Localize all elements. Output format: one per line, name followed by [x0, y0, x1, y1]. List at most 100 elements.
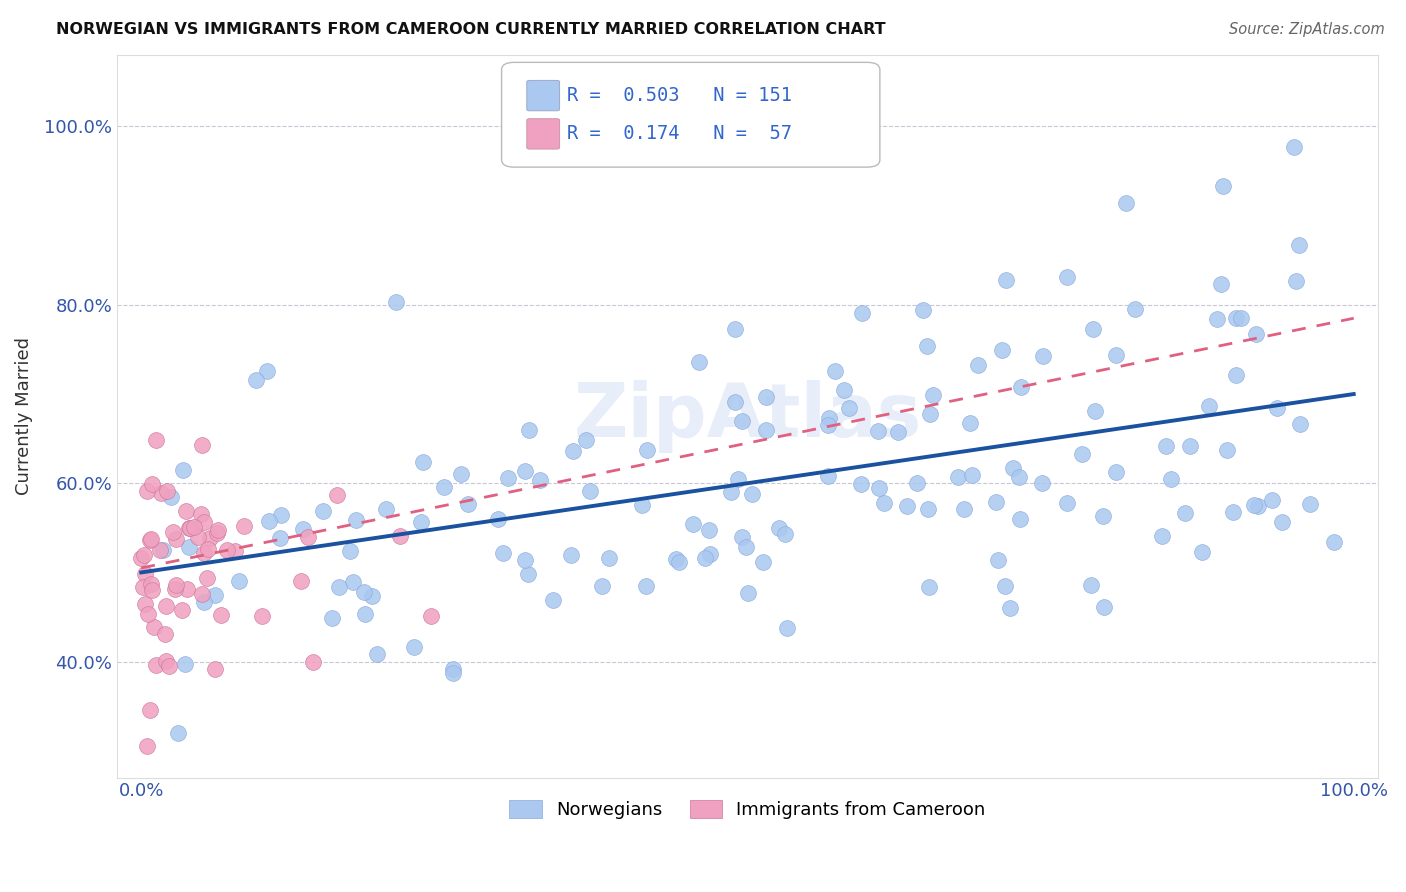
Point — [1225, 368, 1247, 382]
Point — [245, 373, 267, 387]
Point — [1198, 400, 1220, 414]
Point — [768, 521, 790, 535]
Point — [145, 658, 167, 673]
Point — [252, 609, 274, 624]
Point — [1261, 493, 1284, 508]
Point — [142, 620, 165, 634]
Point — [967, 358, 990, 372]
Point — [560, 548, 582, 562]
Point — [291, 522, 314, 536]
Point — [301, 656, 323, 670]
Point — [131, 581, 153, 595]
Point — [193, 515, 215, 529]
Point — [887, 425, 910, 439]
Legend: Norwegians, Immigrants from Cameroon: Norwegians, Immigrants from Cameroon — [502, 792, 993, 826]
Point — [1299, 497, 1322, 511]
Point — [141, 476, 163, 491]
Point — [441, 662, 464, 676]
Point — [1288, 417, 1310, 432]
Point — [191, 437, 214, 451]
Point — [665, 552, 688, 566]
Point — [529, 473, 551, 487]
Point — [420, 609, 443, 624]
Point — [962, 467, 984, 482]
Point — [682, 517, 704, 532]
Point — [1222, 505, 1244, 519]
Point — [631, 499, 654, 513]
FancyBboxPatch shape — [527, 80, 560, 111]
Point — [513, 464, 536, 478]
Point — [190, 587, 212, 601]
Point — [297, 530, 319, 544]
Point — [994, 273, 1017, 287]
Point — [834, 383, 856, 397]
Point — [959, 416, 981, 430]
Point — [1008, 470, 1031, 484]
Point — [1284, 274, 1306, 288]
Text: ZipAtlas: ZipAtlas — [574, 380, 922, 453]
Point — [312, 504, 335, 518]
Point — [195, 571, 218, 585]
Point — [851, 306, 873, 320]
Point — [755, 424, 778, 438]
Point — [136, 483, 159, 498]
Point — [204, 588, 226, 602]
Point — [163, 582, 186, 596]
Point — [1056, 496, 1078, 510]
Point — [994, 579, 1017, 593]
Point — [1174, 506, 1197, 520]
Point — [1080, 578, 1102, 592]
Point — [209, 607, 232, 622]
Point — [724, 394, 747, 409]
Point — [720, 484, 742, 499]
Point — [817, 469, 839, 483]
Point — [149, 543, 172, 558]
Point — [160, 491, 183, 505]
Point — [752, 555, 775, 569]
Point — [457, 497, 479, 511]
Point — [636, 443, 658, 458]
Point — [915, 339, 938, 353]
Point — [326, 488, 349, 502]
Point — [328, 581, 350, 595]
Point — [1225, 310, 1247, 325]
Point — [228, 574, 250, 588]
Point — [755, 390, 778, 404]
Point — [339, 543, 361, 558]
Point — [342, 575, 364, 590]
Point — [402, 640, 425, 655]
Point — [205, 526, 228, 541]
Point — [1209, 277, 1232, 291]
Point — [1160, 472, 1182, 486]
Point — [172, 463, 194, 477]
Point — [152, 543, 174, 558]
Point — [174, 657, 197, 671]
Point — [1092, 600, 1115, 615]
Point — [200, 531, 222, 545]
Point — [1031, 476, 1053, 491]
Point — [741, 487, 763, 501]
Point — [579, 484, 602, 499]
Point — [177, 541, 200, 555]
Point — [1123, 301, 1146, 316]
Point — [269, 531, 291, 545]
Point — [157, 658, 180, 673]
Point — [896, 500, 918, 514]
Point — [165, 532, 187, 546]
Point — [1154, 439, 1177, 453]
Point — [1271, 515, 1294, 529]
Point — [1191, 544, 1213, 558]
Point — [591, 579, 613, 593]
Point — [145, 434, 167, 448]
Point — [868, 481, 890, 495]
Point — [824, 364, 846, 378]
Text: Source: ZipAtlas.com: Source: ZipAtlas.com — [1229, 22, 1385, 37]
Point — [849, 477, 872, 491]
Point — [946, 470, 969, 484]
Point — [773, 527, 796, 541]
Point — [668, 556, 690, 570]
Point — [986, 495, 1008, 509]
Point — [166, 726, 188, 740]
Point — [1084, 404, 1107, 418]
Point — [346, 514, 368, 528]
